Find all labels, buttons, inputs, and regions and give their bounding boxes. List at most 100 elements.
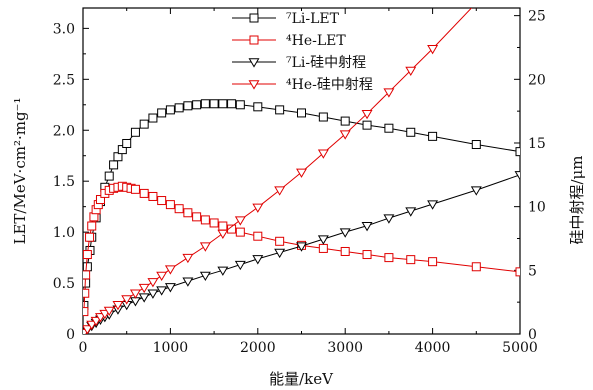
data-point — [122, 138, 132, 148]
data-point — [109, 160, 119, 170]
data-point — [192, 212, 202, 222]
data-point — [514, 171, 520, 181]
legend-label: ⁴He-LET — [286, 33, 346, 49]
data-point — [156, 286, 168, 296]
data-point — [157, 196, 167, 206]
data-point — [427, 45, 439, 55]
data-point — [217, 229, 229, 239]
data-point — [139, 188, 149, 198]
data-point — [317, 235, 329, 245]
data-point — [470, 186, 482, 196]
data-point — [339, 228, 351, 238]
data-point — [362, 250, 372, 260]
data-point — [83, 262, 92, 272]
data-point — [199, 242, 211, 252]
data-point — [275, 105, 285, 115]
data-point — [471, 140, 481, 150]
data-point — [90, 316, 102, 327]
data-point — [138, 293, 150, 303]
data-point — [253, 231, 263, 241]
data-point — [515, 147, 520, 157]
y-axis-label-right: 硅中射程/μm — [568, 155, 586, 244]
data-point — [235, 100, 245, 110]
data-point — [471, 262, 481, 272]
series-line — [83, 8, 473, 334]
data-point — [340, 116, 350, 126]
series-0 — [83, 99, 520, 310]
legend-marker — [249, 35, 259, 45]
y-left-tick-label: 2.5 — [53, 72, 75, 88]
data-point — [157, 108, 167, 118]
data-point — [427, 200, 439, 210]
legend-label: ⁴He-硅中射程 — [286, 77, 373, 93]
data-point — [83, 325, 93, 334]
data-point — [104, 171, 114, 181]
data-point — [129, 289, 141, 299]
data-point — [83, 270, 91, 280]
data-point — [252, 255, 264, 265]
y-axis-label-left: LET/MeV·cm²·mg⁻¹ — [11, 98, 29, 245]
x-axis-label: 能量/keV — [269, 370, 334, 388]
data-point — [86, 320, 98, 331]
legend-marker — [249, 13, 259, 23]
x-tick-label: 5000 — [502, 340, 538, 356]
data-point — [383, 214, 395, 224]
data-point — [318, 243, 328, 253]
data-point — [112, 301, 124, 311]
data-point — [428, 131, 438, 141]
legend: ⁷Li-LET ⁴He-LET ⁷Li-硅中射程 ⁴He-硅中射程 — [232, 11, 373, 93]
y-left-tick-label: 0.5 — [53, 276, 75, 292]
data-point — [218, 221, 228, 231]
data-point — [138, 283, 150, 294]
y-left-tick-label: 1.0 — [53, 225, 75, 241]
data-point — [121, 295, 133, 305]
data-point — [174, 103, 184, 113]
data-point — [406, 127, 416, 137]
data-point — [209, 99, 219, 109]
data-point — [406, 255, 416, 265]
data-point — [164, 283, 176, 293]
data-point — [234, 260, 246, 271]
data-point — [428, 257, 438, 267]
y-right-tick-label: 10 — [528, 200, 546, 216]
y-right-tick-label: 20 — [528, 72, 546, 88]
data-point — [297, 108, 306, 118]
data-point — [192, 100, 202, 110]
data-point — [164, 265, 176, 275]
legend-label: ⁷Li-硅中射程 — [286, 55, 366, 71]
y-right-tick-label: 25 — [528, 9, 546, 25]
legend-marker — [248, 58, 260, 68]
data-point — [361, 222, 373, 232]
x-tick-label: 1000 — [153, 340, 189, 356]
data-point — [183, 208, 193, 218]
series-line — [83, 103, 520, 306]
data-point — [218, 99, 228, 109]
data-point — [156, 271, 168, 282]
data-point — [253, 102, 263, 112]
data-point — [339, 130, 351, 140]
series-layer — [83, 8, 520, 334]
data-point — [174, 204, 184, 214]
data-point — [199, 271, 211, 282]
data-point — [200, 99, 210, 109]
data-point — [227, 224, 237, 234]
data-point — [85, 232, 95, 242]
data-point — [129, 297, 141, 307]
data-point — [252, 203, 264, 213]
data-point — [515, 267, 520, 277]
data-point — [209, 218, 219, 228]
series-1 — [83, 181, 520, 317]
data-point — [274, 248, 286, 259]
series-3 — [83, 8, 477, 334]
data-point — [182, 253, 194, 264]
data-point — [130, 184, 140, 194]
data-point — [296, 168, 307, 178]
data-point — [83, 307, 89, 317]
data-point — [103, 306, 115, 317]
axis-ticks: 0 1000 2000 3000 4000 500000.51.01.52.02.53.0… — [53, 8, 546, 356]
data-point — [147, 289, 159, 299]
data-point — [405, 66, 417, 76]
data-point — [317, 149, 329, 159]
data-point — [217, 266, 229, 276]
y-left-tick-label: 3.0 — [53, 21, 75, 37]
